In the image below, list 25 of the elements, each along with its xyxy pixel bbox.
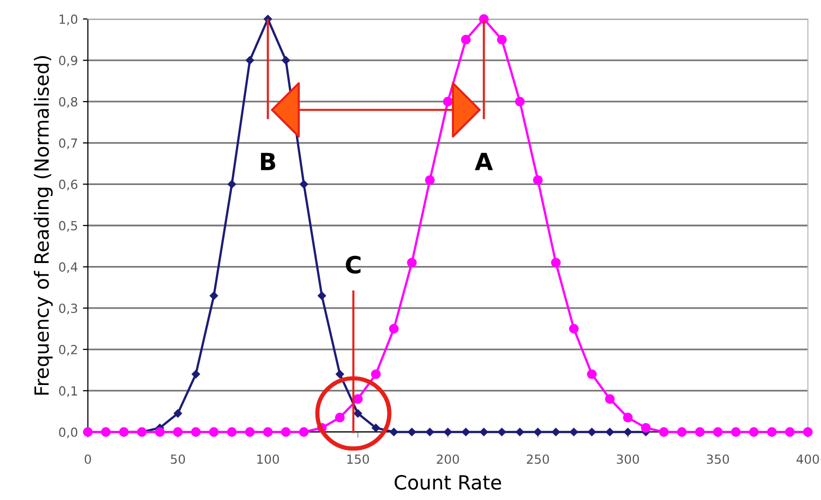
y-tick-label: 0,6 xyxy=(59,180,78,190)
y-tick-label: 0,5 xyxy=(59,220,78,232)
y-tick-label: 0,3 xyxy=(59,304,78,314)
x-tick-label: 150 xyxy=(347,454,369,464)
x-axis-title: Count Rate xyxy=(394,474,502,490)
x-tick-label: 400 xyxy=(796,454,819,464)
y-tick-label: 1,0 xyxy=(60,14,78,26)
y-axis-title: Frequency of Reading (Normalised) xyxy=(34,56,53,395)
annotation: C xyxy=(346,256,361,274)
x-tick-label: 50 xyxy=(170,454,185,464)
y-tick-label: 0,4 xyxy=(59,262,78,273)
x-tick-label: 250 xyxy=(526,454,549,464)
y-tick-label: 0,7 xyxy=(59,138,78,150)
x-tick-label: 300 xyxy=(616,454,639,464)
y-tick-label: 0,9 xyxy=(59,56,78,66)
y-tick-label: 0,8 xyxy=(59,97,78,108)
x-tick-label: 100 xyxy=(257,454,279,464)
x-tick-label: 350 xyxy=(706,454,729,464)
annotation: B xyxy=(261,152,276,170)
y-tick-label: 0,1 xyxy=(59,386,77,397)
x-tick-label: 0 xyxy=(84,454,91,464)
annotation: A xyxy=(474,152,493,170)
x-tick-label: 200 xyxy=(436,454,459,464)
y-tick-label: 0,0 xyxy=(59,427,78,438)
y-tick-label: 0,2 xyxy=(59,344,77,356)
